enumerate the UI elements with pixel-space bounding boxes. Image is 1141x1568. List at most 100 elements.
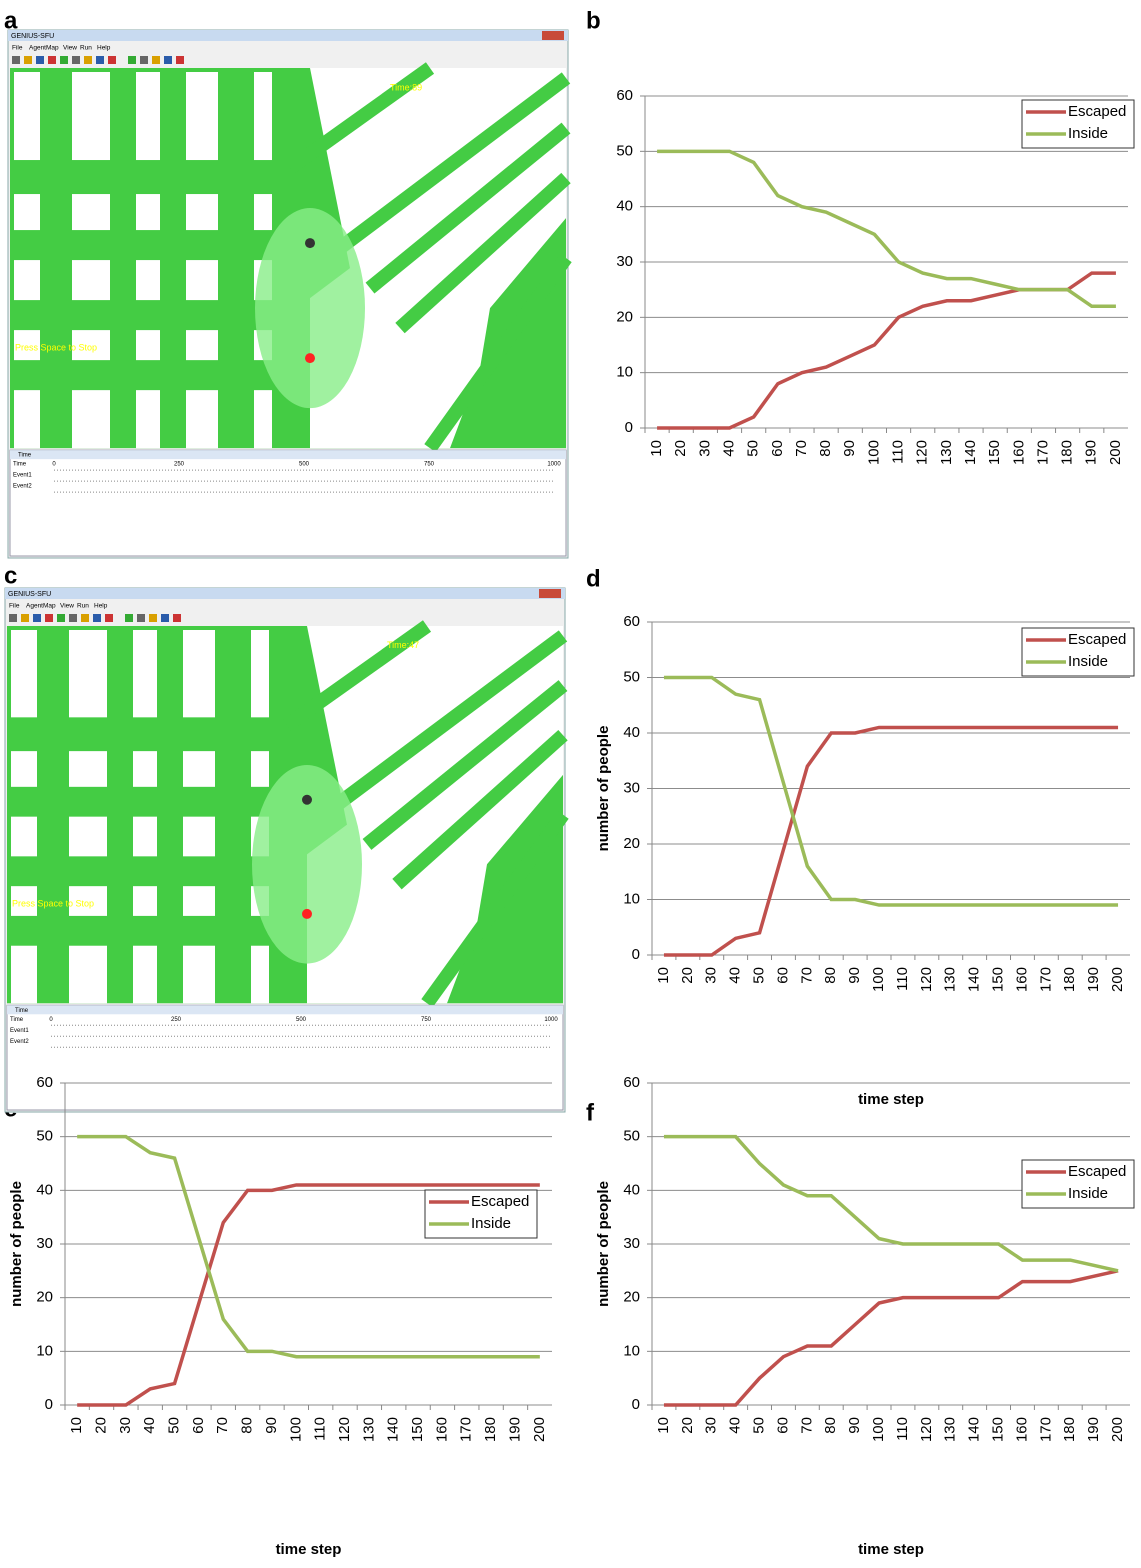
x-tick-label: 30 <box>117 1417 134 1434</box>
x-tick-label: 200 <box>531 1417 548 1442</box>
scale-label: 250 <box>171 1017 182 1023</box>
map-block <box>72 194 110 231</box>
x-tick-label: 60 <box>769 440 786 457</box>
scale-label: 1000 <box>547 462 561 468</box>
toolbar-icon <box>152 56 160 64</box>
x-tick-label: 170 <box>458 1417 475 1442</box>
y-tick-label: 10 <box>623 1342 640 1359</box>
x-tick-label: 70 <box>793 440 810 457</box>
map-road <box>421 810 569 1008</box>
x-tick-label: 70 <box>798 1417 815 1434</box>
x-tick-label: 120 <box>918 967 935 992</box>
y-tick-label: 0 <box>632 946 640 963</box>
legend-box <box>424 1189 538 1239</box>
x-tick-label: 50 <box>751 967 768 984</box>
x-tick-label: 90 <box>846 1417 863 1434</box>
toolbar-icon <box>137 614 145 622</box>
x-tick-label: 20 <box>679 967 696 984</box>
menu-item: Help <box>94 603 108 610</box>
map-road <box>332 630 568 811</box>
x-axis-title: time step <box>858 1091 924 1108</box>
toolbar-icon <box>176 56 184 64</box>
x-tick-label: 170 <box>1037 967 1054 992</box>
map-block <box>136 72 160 161</box>
toolbar-icon <box>60 56 68 64</box>
x-tick-label: 110 <box>894 1417 911 1441</box>
x-tick-label: 190 <box>1085 1417 1102 1442</box>
legend-label: Inside <box>1068 1185 1108 1202</box>
x-tick-label: 150 <box>990 1417 1007 1442</box>
x-tick-label: 30 <box>703 1417 720 1434</box>
x-tick-label: 200 <box>1109 967 1126 992</box>
crowd <box>305 238 315 249</box>
map-block <box>136 194 160 231</box>
x-tick-label: 40 <box>727 967 744 984</box>
toolbar-icon <box>81 614 89 622</box>
scale-label: 500 <box>299 462 310 468</box>
y-tick-label: 30 <box>623 1235 640 1252</box>
crowd <box>302 794 312 805</box>
series-line <box>77 1134 540 1359</box>
menu-item: Help <box>97 45 111 52</box>
x-tick-label: 190 <box>1085 967 1102 992</box>
y-tick-label: 10 <box>623 890 640 907</box>
x-tick-label: 50 <box>745 440 762 457</box>
x-tick-label: 140 <box>966 967 983 992</box>
time-window <box>6 1004 564 1111</box>
scale-label: 1000 <box>544 1017 558 1023</box>
map-block <box>186 194 218 231</box>
x-tick-label: 20 <box>92 1417 109 1434</box>
series-line <box>663 1134 1119 1273</box>
row-label: Event1 <box>10 1028 29 1034</box>
x-tick-label: 90 <box>841 440 858 457</box>
x-tick-label: 80 <box>822 967 839 984</box>
y-tick-label: 0 <box>625 419 633 436</box>
y-axis-title: number of people <box>595 726 612 852</box>
x-tick-label: 50 <box>166 1417 183 1434</box>
row-label: Time <box>10 1017 24 1023</box>
series-line <box>663 725 1119 957</box>
map-block <box>69 945 107 1004</box>
x-tick-label: 60 <box>774 967 791 984</box>
map-block <box>136 390 160 449</box>
y-tick-label: 60 <box>623 613 640 630</box>
x-tick-label: 140 <box>962 440 979 465</box>
danger-zone <box>255 208 365 409</box>
y-tick-label: 30 <box>623 779 640 796</box>
y-tick-label: 20 <box>623 1289 640 1306</box>
x-tick-label: 190 <box>506 1417 523 1442</box>
map-block <box>11 945 37 1004</box>
time-label: Time:47 <box>387 640 419 650</box>
x-tick-label: 120 <box>336 1417 353 1442</box>
map-block <box>72 390 110 449</box>
map-block <box>72 72 110 161</box>
x-tick-label: 130 <box>938 440 955 465</box>
toolbar-icon <box>33 614 41 622</box>
x-tick-label: 130 <box>942 1417 959 1442</box>
y-tick-label: 30 <box>616 253 633 270</box>
map-open-area <box>307 626 563 1004</box>
series-line <box>657 149 1116 309</box>
x-tick-label: 180 <box>1061 967 1078 992</box>
map-block <box>69 751 107 787</box>
map-block <box>14 72 40 161</box>
legend-box <box>1021 1159 1135 1209</box>
row-label: Event1 <box>13 473 32 479</box>
menu-item: Map <box>46 45 59 52</box>
toolbar-icon <box>24 56 32 64</box>
time-title-bar <box>10 450 566 460</box>
fire <box>302 908 312 919</box>
y-tick-label: 20 <box>623 835 640 852</box>
close-button <box>542 31 564 40</box>
map-block <box>136 330 160 361</box>
panel-label: b <box>586 7 601 34</box>
map-block <box>183 886 215 916</box>
toolbar-icon <box>173 614 181 622</box>
x-tick-label: 150 <box>990 967 1007 992</box>
toolbar-icon <box>9 614 17 622</box>
x-tick-label: 200 <box>1109 1417 1126 1442</box>
map-road <box>392 730 568 890</box>
y-tick-label: 50 <box>36 1128 53 1145</box>
menu-item: Run <box>77 603 89 610</box>
x-tick-label: 10 <box>655 967 672 984</box>
